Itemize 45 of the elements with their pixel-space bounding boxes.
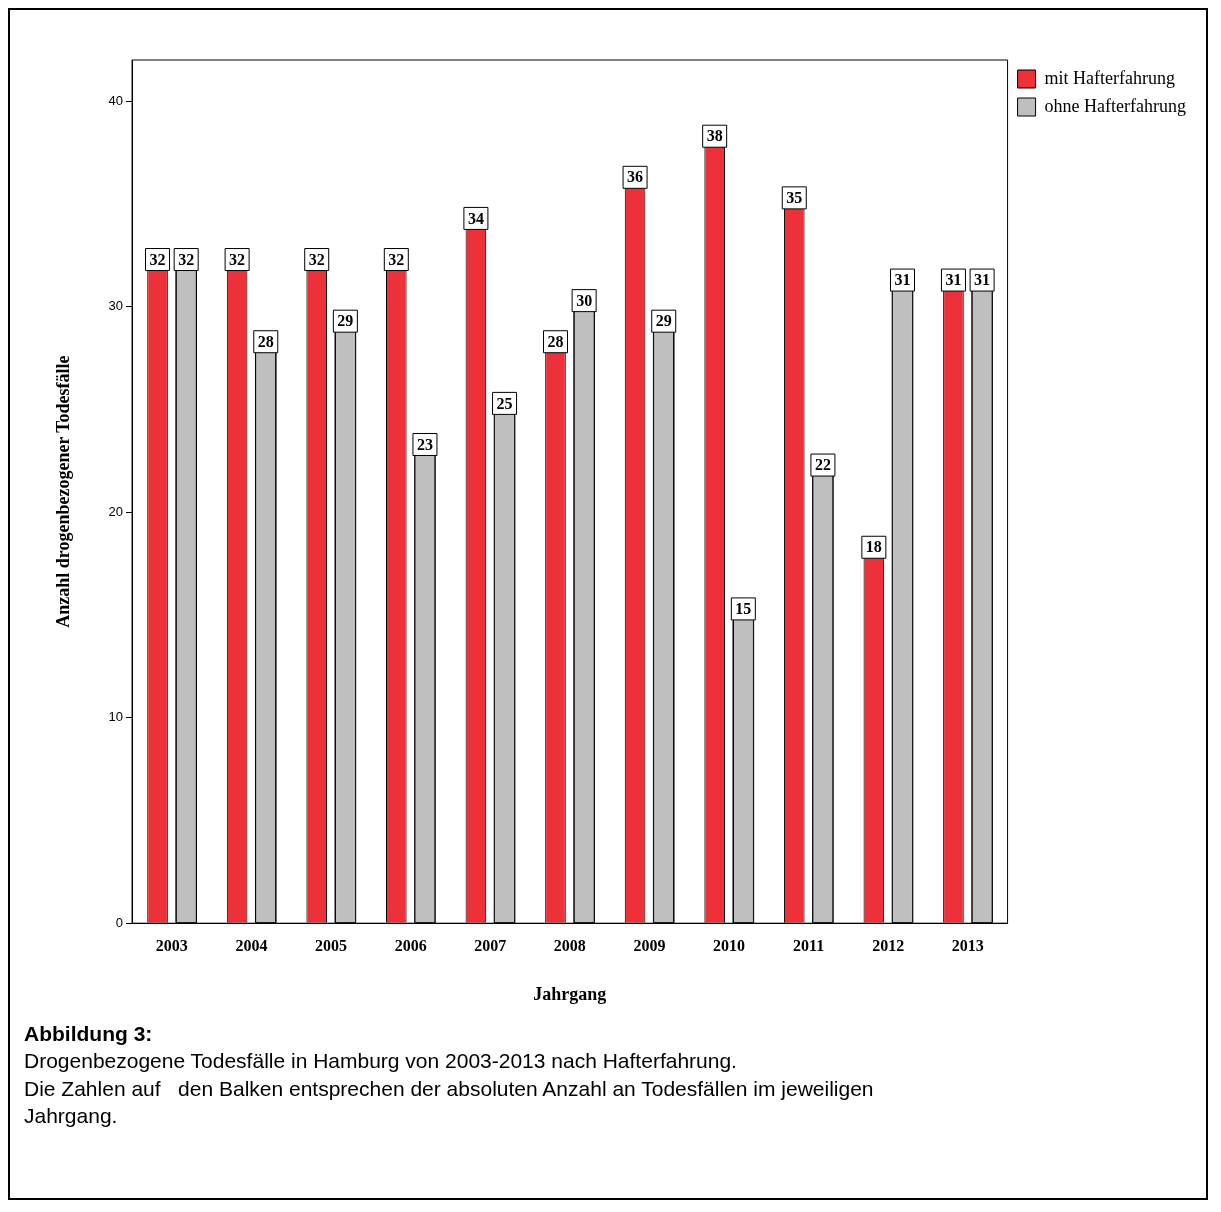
x-tick-label: 2009 bbox=[633, 936, 666, 954]
data-label: 34 bbox=[467, 209, 484, 227]
data-label: 15 bbox=[735, 600, 752, 618]
data-label: 35 bbox=[786, 189, 803, 207]
data-label: 29 bbox=[337, 312, 354, 330]
data-label: 38 bbox=[706, 127, 723, 145]
x-tick-label: 2004 bbox=[235, 936, 268, 954]
data-label: 36 bbox=[627, 168, 644, 186]
data-label: 32 bbox=[149, 250, 166, 268]
x-tick-label: 2003 bbox=[155, 936, 188, 954]
data-label: 30 bbox=[576, 291, 593, 309]
legend-label: ohne Hafterfahrung bbox=[1044, 95, 1186, 116]
y-tick-label: 10 bbox=[108, 709, 124, 725]
x-tick-label: 2006 bbox=[394, 936, 427, 954]
x-tick-label: 2005 bbox=[315, 936, 348, 954]
data-label: 22 bbox=[814, 456, 831, 474]
text: Die Zahlen auf den Balken entsprechen der absoluten Anzahl an Todesfällen im jeweiligen Jahrgang. bbox=[24, 1075, 875, 1129]
y-axis-title: Anzahl drogenbezogener Todesfälle bbox=[53, 355, 74, 628]
data-label: 32 bbox=[229, 250, 246, 268]
data-label: 31 bbox=[894, 271, 911, 289]
data-label: 18 bbox=[865, 538, 882, 556]
y-tick-label: 0 bbox=[115, 914, 124, 930]
data-label: 23 bbox=[416, 435, 433, 453]
text: Drogenbezogene Todesfälle in Hamburg von 2003-2013 nach Hafterfahrung. bbox=[24, 1048, 738, 1075]
x-tick-label: 2011 bbox=[793, 936, 825, 954]
data-label: 29 bbox=[655, 312, 672, 330]
x-tick-label: 2010 bbox=[713, 936, 745, 954]
data-label: 28 bbox=[257, 332, 274, 350]
y-tick-label: 40 bbox=[108, 92, 124, 108]
y-tick-label: 30 bbox=[108, 298, 124, 314]
data-label: 32 bbox=[178, 250, 195, 268]
data-label: 25 bbox=[496, 394, 513, 412]
x-tick-label: 2007 bbox=[474, 936, 507, 954]
x-axis-title: Jahrgang bbox=[533, 983, 607, 1004]
data-label: 32 bbox=[388, 250, 405, 268]
text: Abbildung 3: bbox=[24, 1021, 154, 1047]
legend-label: mit Hafterfahrung bbox=[1044, 67, 1176, 88]
x-tick-label: 2013 bbox=[951, 936, 984, 954]
y-tick-label: 20 bbox=[108, 503, 124, 519]
x-tick-label: 2008 bbox=[553, 936, 586, 954]
data-label: 32 bbox=[308, 250, 325, 268]
x-tick-label: 2012 bbox=[872, 936, 905, 954]
data-label: 31 bbox=[945, 271, 962, 289]
data-label: 28 bbox=[547, 332, 564, 350]
data-label: 31 bbox=[974, 271, 991, 289]
